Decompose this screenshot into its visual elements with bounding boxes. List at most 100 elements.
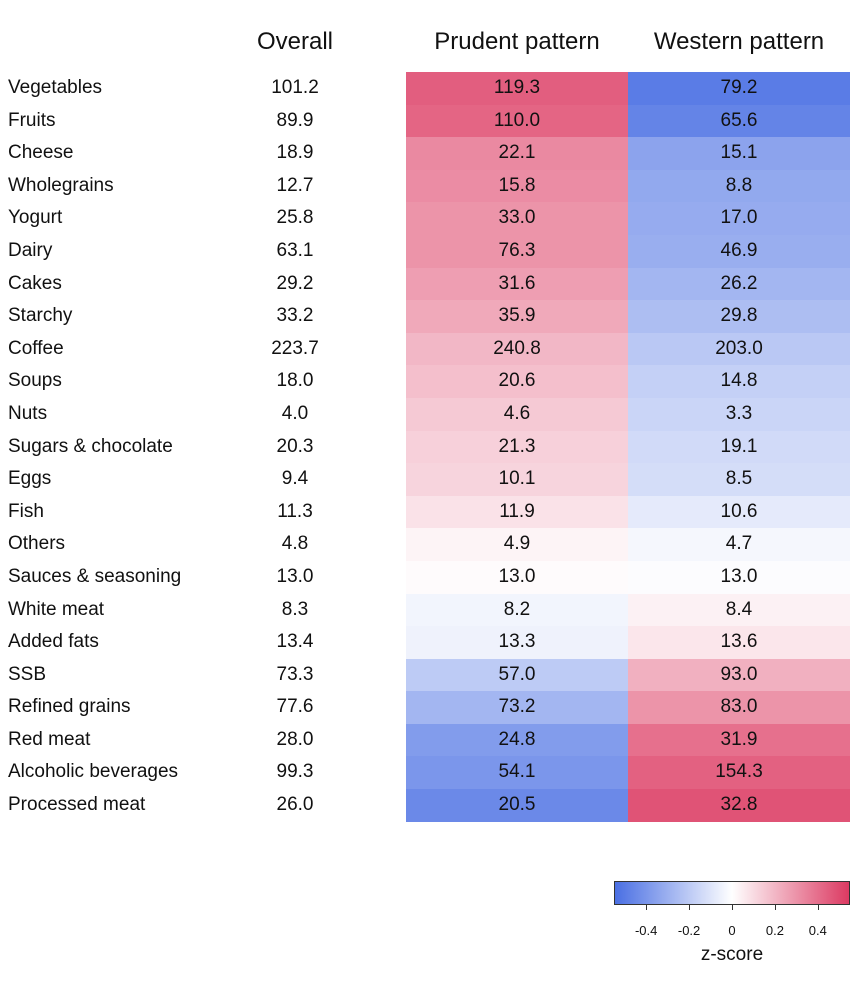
overall-value: 4.8 [281,533,309,555]
table-row: Cakes 29.2 31.6 26.2 [0,267,856,301]
western-cell: 4.7 [628,528,850,561]
overall-value: 73.3 [276,663,314,685]
colorbar [614,881,850,905]
prudent-cell: 8.2 [406,593,628,627]
row-label: Nuts [8,402,48,424]
row-label: Cakes [8,272,62,294]
overall-value: 4.0 [281,402,309,424]
colorbar-tick-label: -0.2 [677,923,701,938]
overall-value: 99.3 [276,761,314,783]
column-header-overall: Overall [256,28,334,55]
prudent-cell: 54.1 [406,756,628,790]
prudent-cell: 35.9 [406,300,628,333]
table-row: Sauces & seasoning 13.0 13.0 13.0 [0,560,856,594]
western-cell: 13.6 [628,626,850,659]
table-row: Eggs 9.4 10.1 8.5 [0,463,856,496]
prudent-cell: 20.6 [406,365,628,398]
colorbar-tick-label: 0.4 [808,923,827,938]
colorbar-tick [774,905,776,910]
western-cell: 10.6 [628,495,850,529]
table-row: Alcoholic beverages 99.3 54.1 154.3 [0,756,856,790]
western-cell: 17.0 [628,202,850,235]
overall-value: 89.9 [276,109,314,131]
prudent-cell: 24.8 [406,723,628,757]
western-cell: 83.0 [628,691,850,724]
table-row: SSB 73.3 57.0 93.0 [0,658,856,692]
table-row: Fish 11.3 11.9 10.6 [0,495,856,529]
western-cell: 8.4 [628,593,850,627]
row-label: Soups [8,370,62,392]
prudent-cell: 11.9 [406,495,628,529]
overall-value: 13.4 [276,631,314,653]
prudent-cell: 22.1 [406,137,628,170]
prudent-cell: 110.0 [406,104,628,138]
western-cell: 29.8 [628,300,850,333]
row-label: Refined grains [8,696,131,718]
row-label: Processed meat [8,794,146,816]
row-label: Added fats [8,631,99,653]
column-header-western: Western pattern [653,28,825,55]
overall-value: 26.0 [276,794,314,816]
colorbar-tick [689,905,691,910]
western-cell: 93.0 [628,658,850,692]
overall-value: 29.2 [276,272,314,294]
table-row: Cheese 18.9 22.1 15.1 [0,137,856,170]
row-label: Coffee [8,337,64,359]
table-row: Sugars & chocolate 20.3 21.3 19.1 [0,430,856,464]
table-row: Processed meat 26.0 20.5 32.8 [0,789,856,822]
colorbar-tick [732,905,733,910]
overall-value: 101.2 [271,77,319,98]
western-cell: 154.3 [628,756,850,790]
table-row: Vegetables 101.2 119.3 79.2 [0,72,856,105]
overall-value: 8.3 [281,598,309,620]
overall-value: 25.8 [276,207,314,229]
row-label: Eggs [8,468,52,490]
overall-value: 20.3 [276,435,314,457]
prudent-cell: 240.8 [406,332,628,366]
western-cell: 19.1 [628,430,850,464]
overall-value: 11.3 [277,500,313,522]
table-row: Wholegrains 12.7 15.8 8.8 [0,169,856,203]
prudent-cell: 13.0 [406,560,628,594]
colorbar-title: z-score [700,944,764,965]
overall-value: 18.9 [276,142,314,164]
row-label: Starchy [8,305,73,327]
table-row: White meat 8.3 8.2 8.4 [0,593,856,627]
western-cell: 79.2 [628,72,850,105]
overall-value: 18.0 [276,370,314,392]
row-label: Sugars & chocolate [8,435,173,457]
table-row: Nuts 4.0 4.6 3.3 [0,397,856,431]
table-row: Fruits 89.9 110.0 65.6 [0,104,856,138]
western-cell: 15.1 [628,137,850,170]
overall-value: 12.7 [276,174,314,196]
row-label: Alcoholic beverages [8,761,179,783]
overall-value: 28.0 [276,728,314,750]
western-cell: 32.8 [628,789,850,822]
table-row: Dairy 63.1 76.3 46.9 [0,234,856,268]
colorbar-axis: -0.4 -0.2 0 0.2 0.4 [614,905,850,955]
row-label: Wholegrains [8,174,114,196]
prudent-cell: 10.1 [406,463,628,496]
prudent-cell: 4.6 [406,397,628,431]
western-cell: 26.2 [628,267,850,301]
table-row: Starchy 33.2 35.9 29.8 [0,300,856,333]
table-row: Coffee 223.7 240.8 203.0 [0,332,856,366]
prudent-cell: 21.3 [406,430,628,464]
colorbar-tick [646,905,648,910]
row-label: Red meat [8,728,91,750]
overall-value: 9.4 [281,468,309,490]
western-cell: 46.9 [628,234,850,268]
column-header-prudent: Prudent pattern [434,28,600,55]
overall-value: 33.2 [276,305,314,327]
prudent-cell: 119.3 [406,72,628,105]
row-label: Vegetables [8,77,103,98]
overall-value: 63.1 [276,239,314,261]
prudent-cell: 31.6 [406,267,628,301]
western-cell: 13.0 [628,560,850,594]
row-label: Sauces & seasoning [8,565,182,587]
row-label: White meat [8,598,105,620]
prudent-cell: 4.9 [406,528,628,561]
heatmap-table: Vegetables 101.2 119.3 79.2 Fruits 89.9 110.0 6… [0,72,856,822]
western-cell: 203.0 [628,332,850,366]
row-label: Fish [8,500,44,522]
